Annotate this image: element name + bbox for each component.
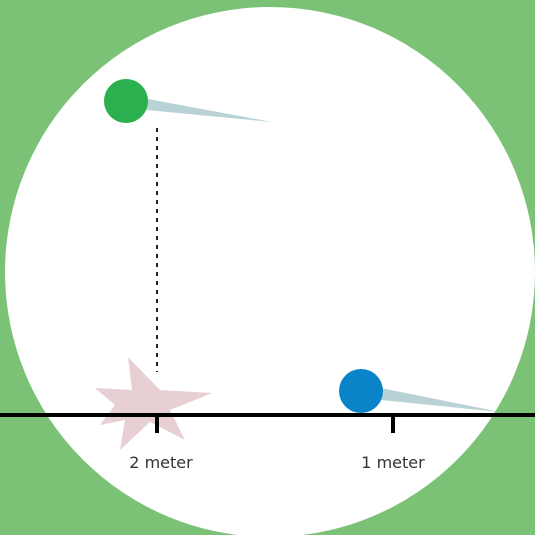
blue-ball [339,369,383,413]
motion-trail [126,95,272,122]
distance-label: 1 meter [361,453,425,472]
view-circle [5,7,535,535]
green-ball [104,79,148,123]
impact-star [95,357,212,450]
motion-trail [361,384,500,412]
distance-label: 2 meter [129,453,193,472]
